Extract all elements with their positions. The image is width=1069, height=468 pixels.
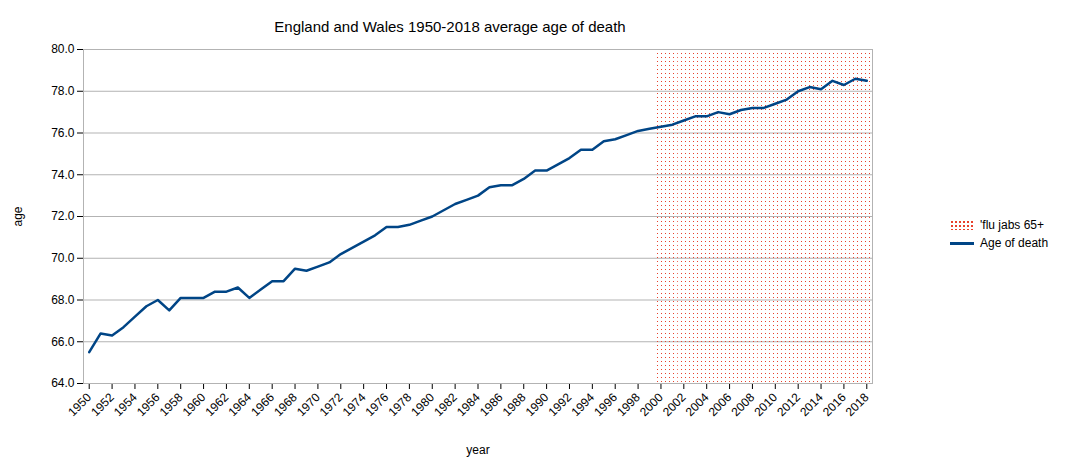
svg-text:66.0: 66.0 (51, 335, 75, 349)
svg-text:1988: 1988 (500, 390, 529, 419)
svg-text:1978: 1978 (385, 390, 414, 419)
html-text:England and Wales 1950-2018 av: England and Wales 1950-2018 average age … (274, 18, 626, 35)
html-text:'flu jabs 65+: 'flu jabs 65+ (980, 218, 1044, 232)
svg-text:2014: 2014 (797, 390, 826, 419)
svg-text:1986: 1986 (477, 390, 506, 419)
svg-text:2000: 2000 (637, 390, 666, 419)
svg-text:1980: 1980 (408, 390, 437, 419)
svg-text:1970: 1970 (294, 390, 323, 419)
svg-text:1992: 1992 (546, 390, 575, 419)
svg-text:64.0: 64.0 (51, 376, 75, 390)
svg-text:1994: 1994 (568, 390, 597, 419)
svg-text:2004: 2004 (683, 390, 712, 419)
svg-text:1972: 1972 (317, 390, 346, 419)
svg-text:1954: 1954 (111, 390, 140, 419)
svg-text:1990: 1990 (523, 390, 552, 419)
svg-text:2008: 2008 (728, 390, 757, 419)
svg-text:70.0: 70.0 (51, 251, 75, 265)
svg-text:1982: 1982 (431, 390, 460, 419)
svg-text:80.0: 80.0 (51, 42, 75, 56)
svg-text:2010: 2010 (751, 390, 780, 419)
svg-text:age: age (11, 206, 25, 226)
svg-text:2012: 2012 (774, 390, 803, 419)
svg-text:1966: 1966 (248, 390, 277, 419)
svg-text:2002: 2002 (660, 390, 689, 419)
svg-text:year: year (466, 443, 489, 457)
svg-text:1960: 1960 (180, 390, 209, 419)
svg-text:1952: 1952 (88, 390, 117, 419)
svg-text:1962: 1962 (202, 390, 231, 419)
svg-text:78.0: 78.0 (51, 84, 75, 98)
svg-text:1998: 1998 (614, 390, 643, 419)
html-text:Age of death: Age of death (980, 236, 1049, 250)
svg-text:1984: 1984 (454, 390, 483, 419)
svg-text:1964: 1964 (225, 390, 254, 419)
svg-text:1958: 1958 (157, 390, 186, 419)
svg-text:1950: 1950 (65, 390, 94, 419)
svg-text:1968: 1968 (271, 390, 300, 419)
svg-text:2018: 2018 (843, 390, 872, 419)
svg-text:68.0: 68.0 (51, 293, 75, 307)
svg-text:1996: 1996 (591, 390, 620, 419)
svg-text:2006: 2006 (706, 390, 735, 419)
svg-text:76.0: 76.0 (51, 126, 75, 140)
svg-text:74.0: 74.0 (51, 168, 75, 182)
svg-text:72.0: 72.0 (51, 209, 75, 223)
svg-text:1974: 1974 (340, 390, 369, 419)
svg-text:2016: 2016 (820, 390, 849, 419)
svg-text:1976: 1976 (363, 390, 392, 419)
svg-text:1956: 1956 (134, 390, 163, 419)
